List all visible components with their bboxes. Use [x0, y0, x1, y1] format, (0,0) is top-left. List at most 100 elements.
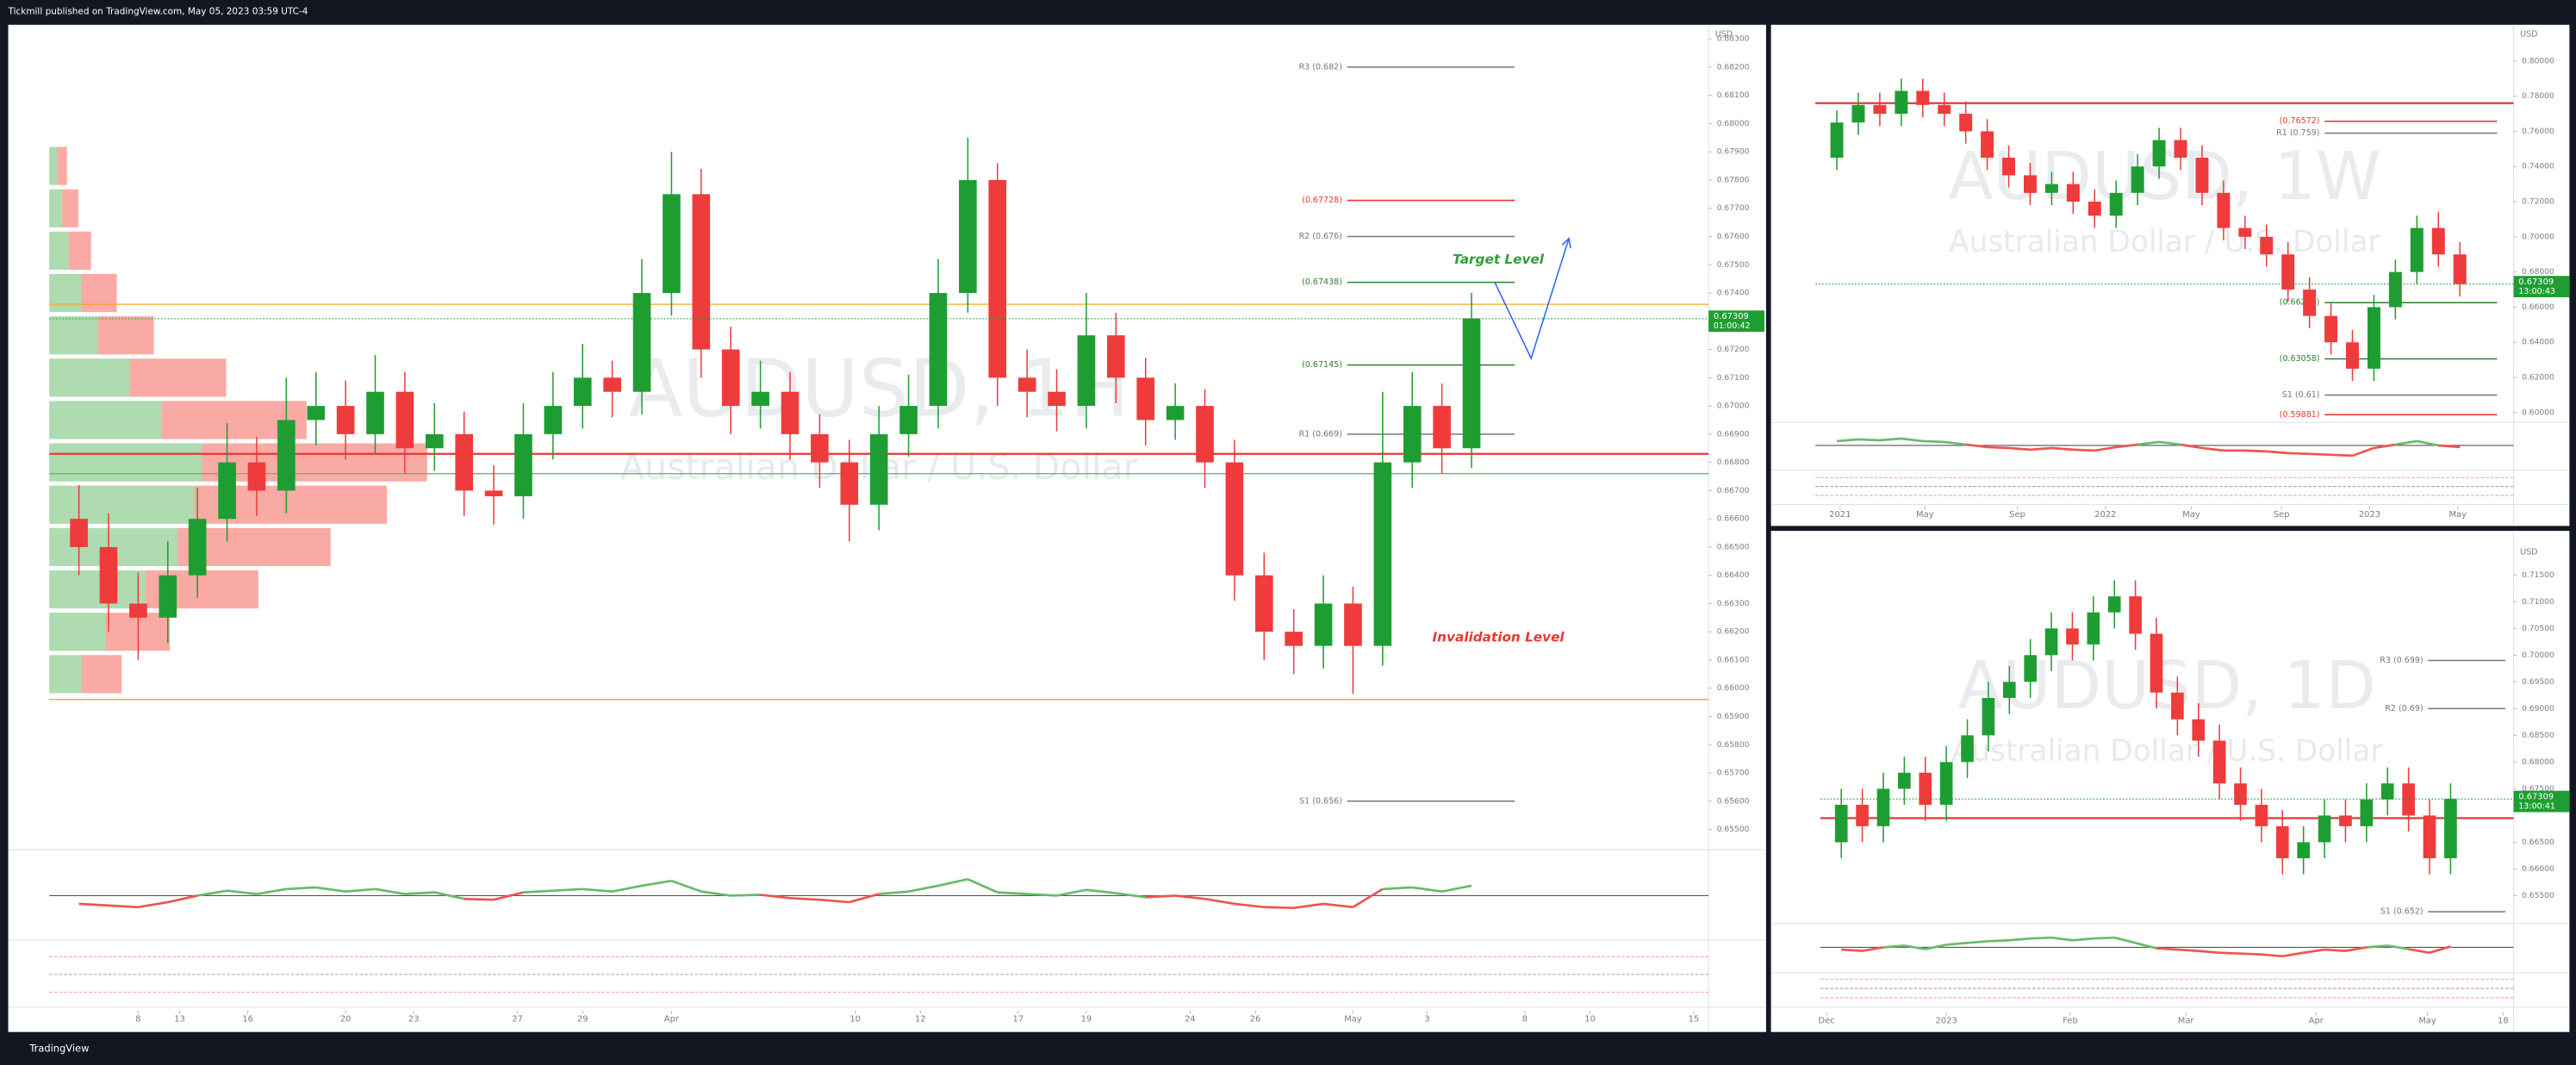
y-tick-label: 0.66500	[2522, 838, 2554, 847]
rsi-segment	[167, 894, 198, 904]
profile-buy	[49, 273, 82, 313]
rsi-segment	[1901, 437, 1923, 443]
rsi-segment	[1904, 944, 1926, 950]
rsi-segment	[375, 888, 406, 895]
candle-body	[721, 349, 740, 407]
rsi-segment	[2158, 440, 2181, 446]
y-tick-label: 0.68000	[2522, 268, 2554, 277]
rsi-segment	[1116, 892, 1146, 899]
rsi-segment	[404, 891, 435, 895]
rsi-segment	[2156, 947, 2178, 951]
candle-body	[1048, 391, 1066, 407]
rsi-segment	[434, 891, 464, 900]
candle-body	[2297, 842, 2311, 859]
rsi-segment	[1056, 888, 1087, 897]
rsi-segment	[1922, 439, 1944, 444]
candle-body	[2402, 783, 2415, 816]
candle-body	[2423, 815, 2436, 859]
candle-body	[2431, 227, 2445, 255]
rsi-segment	[2094, 445, 2117, 452]
profile-sell	[81, 273, 117, 313]
y-tick-label: 0.72000	[2522, 198, 2554, 207]
rsi-segment	[2137, 440, 2160, 446]
header: Tickmill published on TradingView.com, M…	[8, 7, 308, 17]
y-tick-label: 0.67500	[1717, 261, 1750, 270]
rsi-segment	[2244, 449, 2267, 453]
candle-body	[2380, 783, 2394, 800]
panel	[8, 24, 1766, 1032]
y-tick-label: 0.67100	[1717, 374, 1750, 383]
rsi-segment	[108, 904, 139, 909]
x-tick-label: 17	[1013, 1014, 1024, 1024]
profile-sell	[81, 655, 122, 694]
y-tick-label: 0.66000	[2522, 303, 2554, 312]
rsi-segment	[2009, 937, 2031, 942]
rsi-segment	[997, 891, 1028, 895]
candle-body	[1077, 335, 1096, 407]
candle-body	[1851, 104, 1865, 123]
rsi-segment	[2051, 446, 2074, 452]
y-tick-label: 0.68500	[2522, 732, 2554, 740]
rsi-segment	[1234, 902, 1265, 909]
projection-arrow	[1494, 238, 1570, 360]
candle-body	[99, 546, 118, 604]
rsi-segment	[1857, 438, 1880, 442]
footer: TradingView	[28, 1042, 89, 1054]
candle-body	[1834, 805, 1848, 843]
candle-body	[129, 603, 147, 618]
profile-sell	[129, 358, 227, 397]
rsi-segment	[227, 889, 258, 895]
x-tick-label: 19	[1081, 1014, 1092, 1024]
candle-body	[2087, 612, 2100, 645]
arrow-head	[1561, 237, 1571, 249]
rsi-segment	[819, 898, 849, 904]
profile-buy	[49, 613, 106, 651]
candle-body	[2255, 805, 2268, 826]
level-label: R3 (0.682)	[1299, 62, 1342, 72]
candle-body	[2195, 158, 2209, 193]
rsi-segment	[552, 888, 583, 893]
candle-body	[1982, 697, 1995, 736]
y-tick-label: 0.65500	[1717, 825, 1750, 834]
candle-body	[2088, 202, 2101, 216]
x-tick-label: 12	[915, 1014, 926, 1024]
candle-body	[2131, 166, 2144, 193]
candle-body	[1136, 377, 1155, 420]
y-tick-label: 0.76000	[2522, 128, 2554, 136]
candle-body	[2109, 192, 2123, 216]
x-tick-label: Sep	[2009, 510, 2025, 520]
candle-body	[247, 462, 266, 491]
x-tick-label: Apr	[664, 1014, 680, 1024]
annotation: Target Level	[1453, 252, 1545, 267]
rsi-segment	[345, 888, 376, 893]
candle-body	[1876, 788, 1890, 826]
rsi-segment	[2093, 936, 2115, 940]
candle-body	[1895, 90, 1908, 115]
candle-body	[2346, 342, 2359, 369]
y-tick-label: 0.67000	[1717, 402, 1750, 411]
x-tick-label: 15	[1689, 1014, 1700, 1024]
y-tick-label: 0.62000	[2522, 374, 2554, 383]
countdown: 01:00:42	[1714, 321, 1751, 331]
rsi-segment	[1264, 906, 1294, 910]
rsi-segment	[2030, 936, 2052, 940]
rsi-segment	[2366, 944, 2388, 949]
candle-body	[1830, 122, 1844, 159]
rsi-segment	[908, 884, 939, 893]
rsi-segment	[2113, 936, 2136, 944]
x-tick-label: 26	[1250, 1014, 1261, 1024]
panel	[1770, 24, 2570, 526]
profile-buy	[49, 358, 130, 397]
y-tick-label: 0.66900	[1717, 430, 1750, 439]
candle-body	[1107, 335, 1125, 378]
candle-body	[1873, 104, 1887, 115]
y-tick-label: 0.80000	[2522, 57, 2554, 65]
y-tick-label: 0.68300	[1717, 35, 1750, 44]
candle-body	[1254, 575, 1273, 632]
watermark-subtitle: Australian Dollar / U.S. Dollar	[1949, 225, 2381, 259]
rsi-segment	[2287, 452, 2310, 456]
x-tick-label: 20	[340, 1014, 352, 1024]
candle-body	[1314, 603, 1333, 646]
rsi-segment	[1293, 902, 1324, 910]
profile-buy	[49, 655, 82, 694]
